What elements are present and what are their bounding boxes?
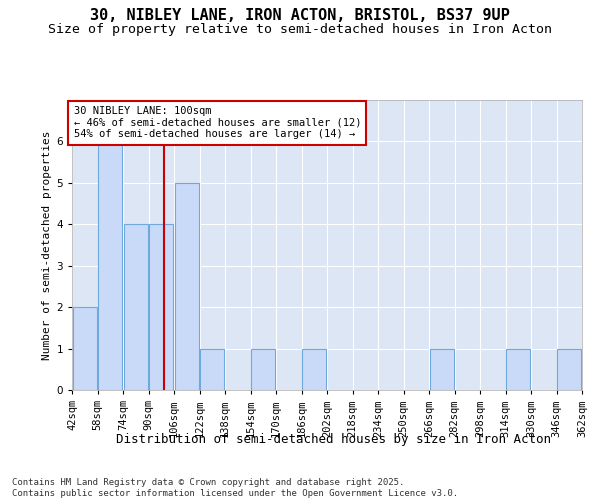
Text: 30, NIBLEY LANE, IRON ACTON, BRISTOL, BS37 9UP: 30, NIBLEY LANE, IRON ACTON, BRISTOL, BS… — [90, 8, 510, 22]
Bar — [73, 307, 97, 390]
Text: Contains HM Land Registry data © Crown copyright and database right 2025.
Contai: Contains HM Land Registry data © Crown c… — [12, 478, 458, 498]
Text: Distribution of semi-detached houses by size in Iron Acton: Distribution of semi-detached houses by … — [116, 432, 551, 446]
Text: 30 NIBLEY LANE: 100sqm
← 46% of semi-detached houses are smaller (12)
54% of sem: 30 NIBLEY LANE: 100sqm ← 46% of semi-det… — [74, 106, 361, 140]
Bar — [251, 348, 275, 390]
Bar — [98, 142, 122, 390]
Bar — [557, 348, 581, 390]
Bar — [175, 183, 199, 390]
Bar — [124, 224, 148, 390]
Bar — [430, 348, 454, 390]
Bar — [302, 348, 326, 390]
Bar — [200, 348, 224, 390]
Bar — [149, 224, 173, 390]
Text: Size of property relative to semi-detached houses in Iron Acton: Size of property relative to semi-detach… — [48, 22, 552, 36]
Bar — [506, 348, 530, 390]
Y-axis label: Number of semi-detached properties: Number of semi-detached properties — [42, 130, 52, 360]
